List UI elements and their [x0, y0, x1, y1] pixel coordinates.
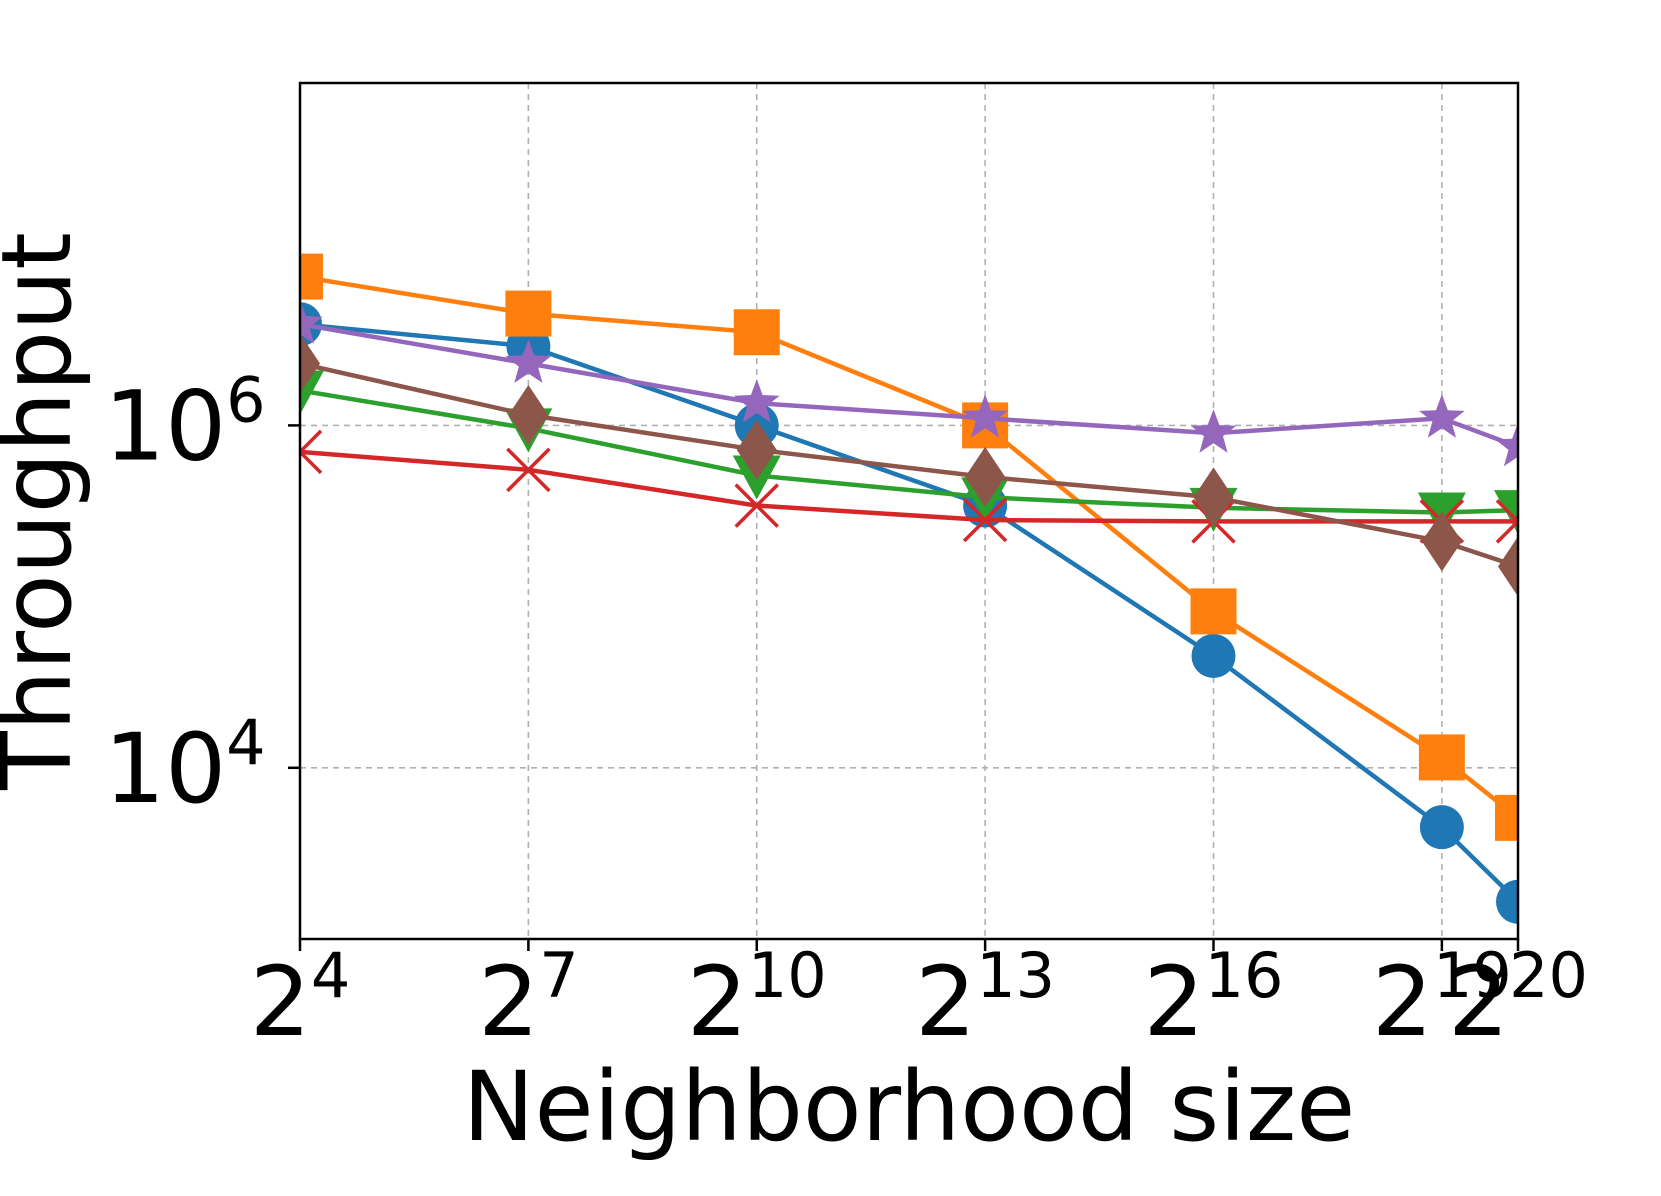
data-point-purple: [733, 379, 780, 423]
data-point-red: [300, 429, 323, 475]
data-point-brown: [508, 385, 549, 446]
series-line-blue: [300, 321, 1518, 904]
data-point-blue: [1419, 805, 1464, 850]
x-tick-label: 220: [1448, 939, 1588, 1058]
x-tick-label: 27: [478, 939, 579, 1058]
data-point-orange: [505, 290, 552, 337]
data-point-red: [1495, 499, 1518, 544]
data-point-brown: [1193, 467, 1234, 528]
data-point-purple: [962, 394, 1008, 438]
data-point-brown: [736, 419, 777, 480]
data-point-orange: [300, 253, 323, 300]
data-point-brown: [965, 446, 1006, 507]
data-point-brown: [1498, 536, 1518, 597]
axis-labels: Neighborhood size Throughput: [0, 232, 1355, 1163]
plot-frame: [298, 81, 1520, 941]
y-tick-label: 104: [104, 706, 266, 825]
data-point-red: [962, 497, 1008, 543]
data-point-purple: [300, 300, 323, 344]
x-tick-label: 24: [250, 939, 351, 1058]
data-point-purple: [1419, 394, 1465, 438]
data-point-orange: [1418, 734, 1465, 781]
data-point-purple: [505, 339, 552, 383]
data-point-blue: [1191, 633, 1236, 678]
data-point-red: [734, 483, 779, 528]
series-layer: [300, 253, 1518, 924]
data-point-orange: [733, 309, 780, 356]
series-purple: [300, 300, 1518, 467]
data-point-orange: [1190, 588, 1237, 635]
data-point-red: [506, 447, 551, 493]
x-tick-label: 213: [915, 939, 1055, 1058]
y-tick-label: 106: [104, 363, 266, 482]
data-point-purple: [1190, 409, 1237, 453]
y-axis-label: Throughput: [0, 232, 93, 791]
data-point-orange: [1495, 794, 1518, 841]
data-point-brown: [300, 333, 320, 394]
x-axis-label: Neighborhood size: [463, 1051, 1356, 1163]
x-tick-label: 216: [1144, 939, 1284, 1058]
series-brown: [300, 333, 1518, 597]
x-tick-label: 210: [687, 939, 827, 1058]
data-point-purple: [1495, 422, 1518, 467]
data-point-blue: [1496, 879, 1518, 924]
series-line-green: [300, 388, 1518, 515]
x-tick-label: 219: [1372, 939, 1512, 1058]
data-point-brown: [1421, 511, 1462, 572]
